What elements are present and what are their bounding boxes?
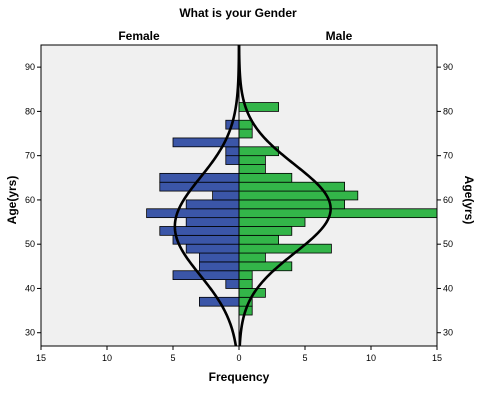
chart-title: What is your Gender bbox=[179, 6, 297, 20]
bar-female-54-56 bbox=[185, 217, 240, 227]
x-tick-label: 0 bbox=[236, 353, 241, 363]
bar-male-46-48 bbox=[238, 252, 266, 263]
bar-female-44-46 bbox=[198, 261, 240, 272]
bar-male-66-68 bbox=[238, 164, 266, 174]
normal-curve-male bbox=[237, 44, 332, 347]
bar-female-60-62 bbox=[212, 190, 240, 201]
bar-male-64-66 bbox=[238, 172, 293, 183]
y-tick-label-right: 70 bbox=[443, 151, 453, 161]
y-tick-label-left: 70 bbox=[25, 151, 35, 161]
bar-male-42-44 bbox=[238, 270, 253, 281]
panel-label-female: Female bbox=[118, 29, 160, 43]
bar-female-56-58 bbox=[146, 208, 240, 219]
x-tick-label: 5 bbox=[302, 353, 307, 363]
bar-male-60-62 bbox=[238, 190, 359, 201]
bar-male-70-72 bbox=[238, 146, 279, 157]
bar-male-76-78 bbox=[238, 119, 253, 130]
bar-male-48-50 bbox=[238, 243, 332, 254]
bar-female-68-70 bbox=[225, 155, 240, 165]
bar-female-72-74 bbox=[172, 137, 240, 148]
bar-male-54-56 bbox=[238, 217, 306, 227]
bar-female-70-72 bbox=[225, 146, 240, 157]
y-tick-label-right: 90 bbox=[443, 62, 453, 72]
y-tick-label-right: 60 bbox=[443, 195, 453, 205]
curves-layer bbox=[173, 44, 332, 347]
x-tick-label: 10 bbox=[102, 353, 112, 363]
x-tick-label: 15 bbox=[36, 353, 46, 363]
bar-female-48-50 bbox=[185, 243, 240, 254]
panel-label-male: Male bbox=[326, 29, 353, 43]
bar-female-42-44 bbox=[172, 270, 240, 281]
y-tick-label-left: 40 bbox=[25, 283, 35, 293]
y-tick-label-left: 50 bbox=[25, 239, 35, 249]
y-axis-label-right: Age(yrs) bbox=[462, 176, 476, 225]
bar-male-62-64 bbox=[238, 181, 345, 192]
y-tick-label-left: 80 bbox=[25, 106, 35, 116]
bar-female-52-54 bbox=[159, 226, 240, 236]
bar-female-46-48 bbox=[198, 252, 240, 263]
bar-female-62-64 bbox=[159, 181, 240, 192]
bar-male-40-42 bbox=[238, 279, 253, 289]
x-tick-label: 15 bbox=[432, 353, 442, 363]
y-tick-label-right: 40 bbox=[443, 283, 453, 293]
bar-male-56-58 bbox=[238, 208, 438, 219]
bar-male-50-52 bbox=[238, 234, 279, 245]
bar-female-50-52 bbox=[172, 234, 240, 245]
x-tick-label: 5 bbox=[170, 353, 175, 363]
bar-female-40-42 bbox=[225, 279, 240, 289]
x-tick-label: 10 bbox=[366, 353, 376, 363]
y-axis-label-left: Age(yrs) bbox=[5, 176, 19, 225]
bar-male-52-54 bbox=[238, 226, 293, 236]
normal-curve-female bbox=[173, 44, 241, 347]
y-tick-label-right: 30 bbox=[443, 328, 453, 338]
y-tick-label-right: 50 bbox=[443, 239, 453, 249]
x-axis-label: Frequency bbox=[209, 370, 270, 384]
bar-male-74-76 bbox=[238, 128, 253, 139]
bar-male-68-70 bbox=[238, 155, 266, 165]
bar-female-58-60 bbox=[185, 199, 240, 210]
y-tick-label-right: 80 bbox=[443, 106, 453, 116]
y-tick-label-left: 60 bbox=[25, 195, 35, 205]
y-tick-label-left: 30 bbox=[25, 328, 35, 338]
y-tick-label-left: 90 bbox=[25, 62, 35, 72]
